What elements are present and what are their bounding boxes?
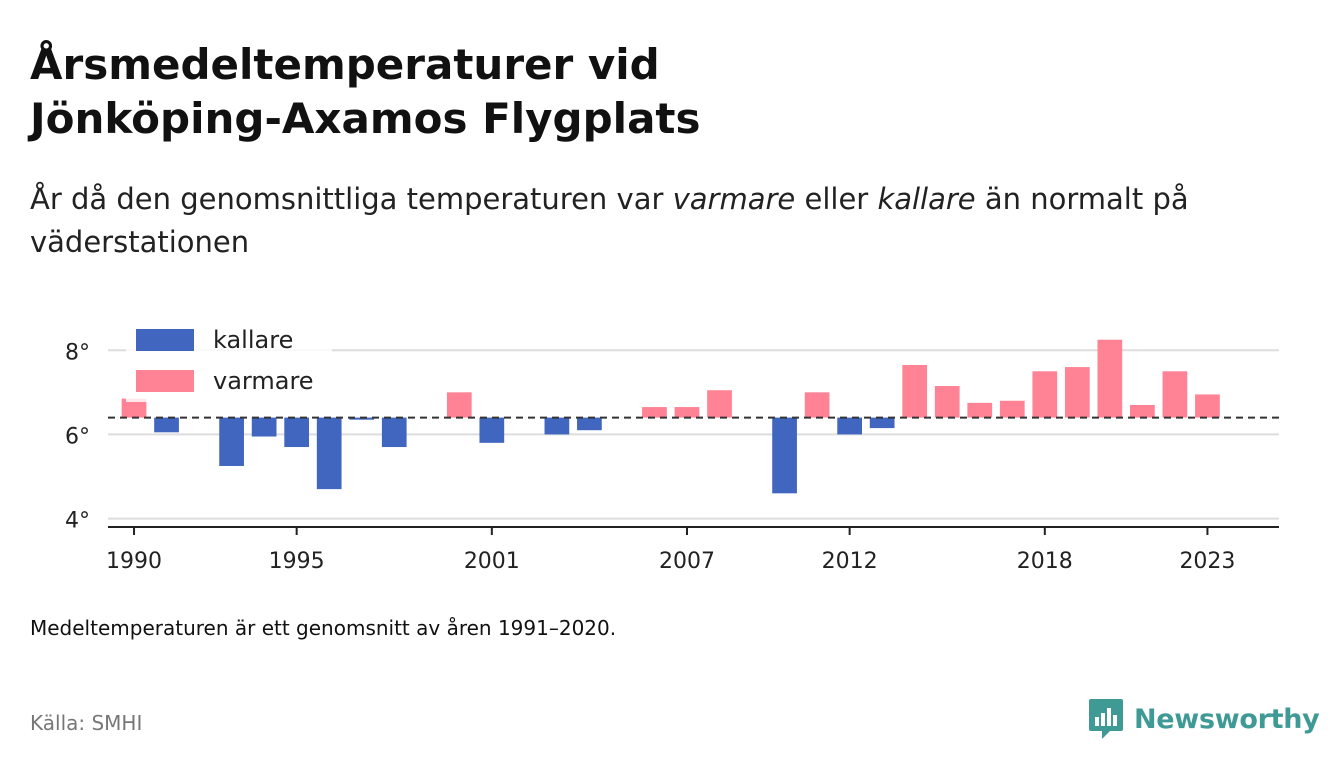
bar-2019 <box>1064 367 1090 418</box>
y-tick-label: 8° <box>65 340 90 365</box>
x-tick-label: 2023 <box>1179 549 1235 574</box>
bar-2011 <box>804 392 830 418</box>
bar-1998 <box>381 417 407 448</box>
newsworthy-chart-icon <box>1089 699 1123 739</box>
subtitle-emphasis-colder: kallare <box>877 182 976 216</box>
legend-label-varmare: varmare <box>213 367 314 395</box>
bar-1995 <box>284 417 310 448</box>
legend-swatch-kallare <box>136 329 194 351</box>
bar-2013 <box>869 417 895 429</box>
bar-2018 <box>1032 371 1058 418</box>
legend: kallare varmare <box>126 322 332 402</box>
chart-title: Årsmedeltemperaturer vid Jönköping-Axamo… <box>30 38 1030 146</box>
bar-2016 <box>967 402 993 418</box>
bar-1991 <box>154 417 179 433</box>
bars <box>121 339 1220 494</box>
x-tick-label: 1990 <box>106 549 162 574</box>
bar-2006 <box>642 407 667 418</box>
bar-2003 <box>544 417 570 435</box>
legend-swatch-varmare <box>136 370 194 392</box>
bar-2017 <box>999 400 1025 418</box>
bar-2014 <box>902 364 928 418</box>
x-tick-label: 2001 <box>464 549 520 574</box>
bar-2020 <box>1097 339 1123 418</box>
bar-1996 <box>316 417 342 490</box>
x-tick-label: 2007 <box>659 549 715 574</box>
axes: 4° 6° 8° 1990 1995 2001 2007 2012 2018 2023 <box>65 340 1279 574</box>
title-line-2: Jönköping-Axamos Flygplats <box>30 94 701 143</box>
x-tick-label: 1995 <box>269 549 325 574</box>
bar-2023 <box>1195 394 1220 418</box>
legend-label-kallare: kallare <box>213 326 293 354</box>
bar-1990 <box>121 398 147 418</box>
subtitle-emphasis-warmer: varmare <box>672 182 796 216</box>
source-label: Källa: SMHI <box>30 711 143 735</box>
bar-chart: 4° 6° 8° 1990 1995 2001 2007 2012 2018 2023 kalla… <box>65 322 1279 574</box>
bar-2021 <box>1130 404 1155 418</box>
subtitle-text-3: än normalt på väderstationen <box>30 182 1189 259</box>
bar-2008 <box>707 390 732 418</box>
logo-text: Newsworthy <box>1134 703 1320 735</box>
y-tick-label: 4° <box>65 509 90 534</box>
footnote: Medeltemperaturen är ett genomsnitt av å… <box>30 616 617 640</box>
subtitle-text-2: eller <box>795 182 878 216</box>
bar-2012 <box>837 417 862 435</box>
title-line-1: Årsmedeltemperaturer vid <box>30 40 660 89</box>
subtitle-text-1: År då den genomsnittliga temperaturen va… <box>30 182 673 216</box>
chart-subtitle: År då den genomsnittliga temperaturen va… <box>30 178 1300 264</box>
newsworthy-logo: Newsworthy <box>1088 697 1320 741</box>
bar-1994 <box>251 417 277 437</box>
y-tick-label: 6° <box>65 424 90 449</box>
bar-2007 <box>674 407 700 418</box>
bar-2022 <box>1162 371 1188 418</box>
bar-2000 <box>446 392 472 418</box>
bar-1993 <box>219 417 244 466</box>
x-tick-label: 2012 <box>822 549 878 574</box>
bar-2015 <box>934 386 960 418</box>
bar-2010 <box>772 417 797 494</box>
bar-2001 <box>479 417 505 443</box>
x-tick-label: 2018 <box>1017 549 1073 574</box>
bar-1997 <box>349 417 375 420</box>
bar-2004 <box>577 417 602 431</box>
